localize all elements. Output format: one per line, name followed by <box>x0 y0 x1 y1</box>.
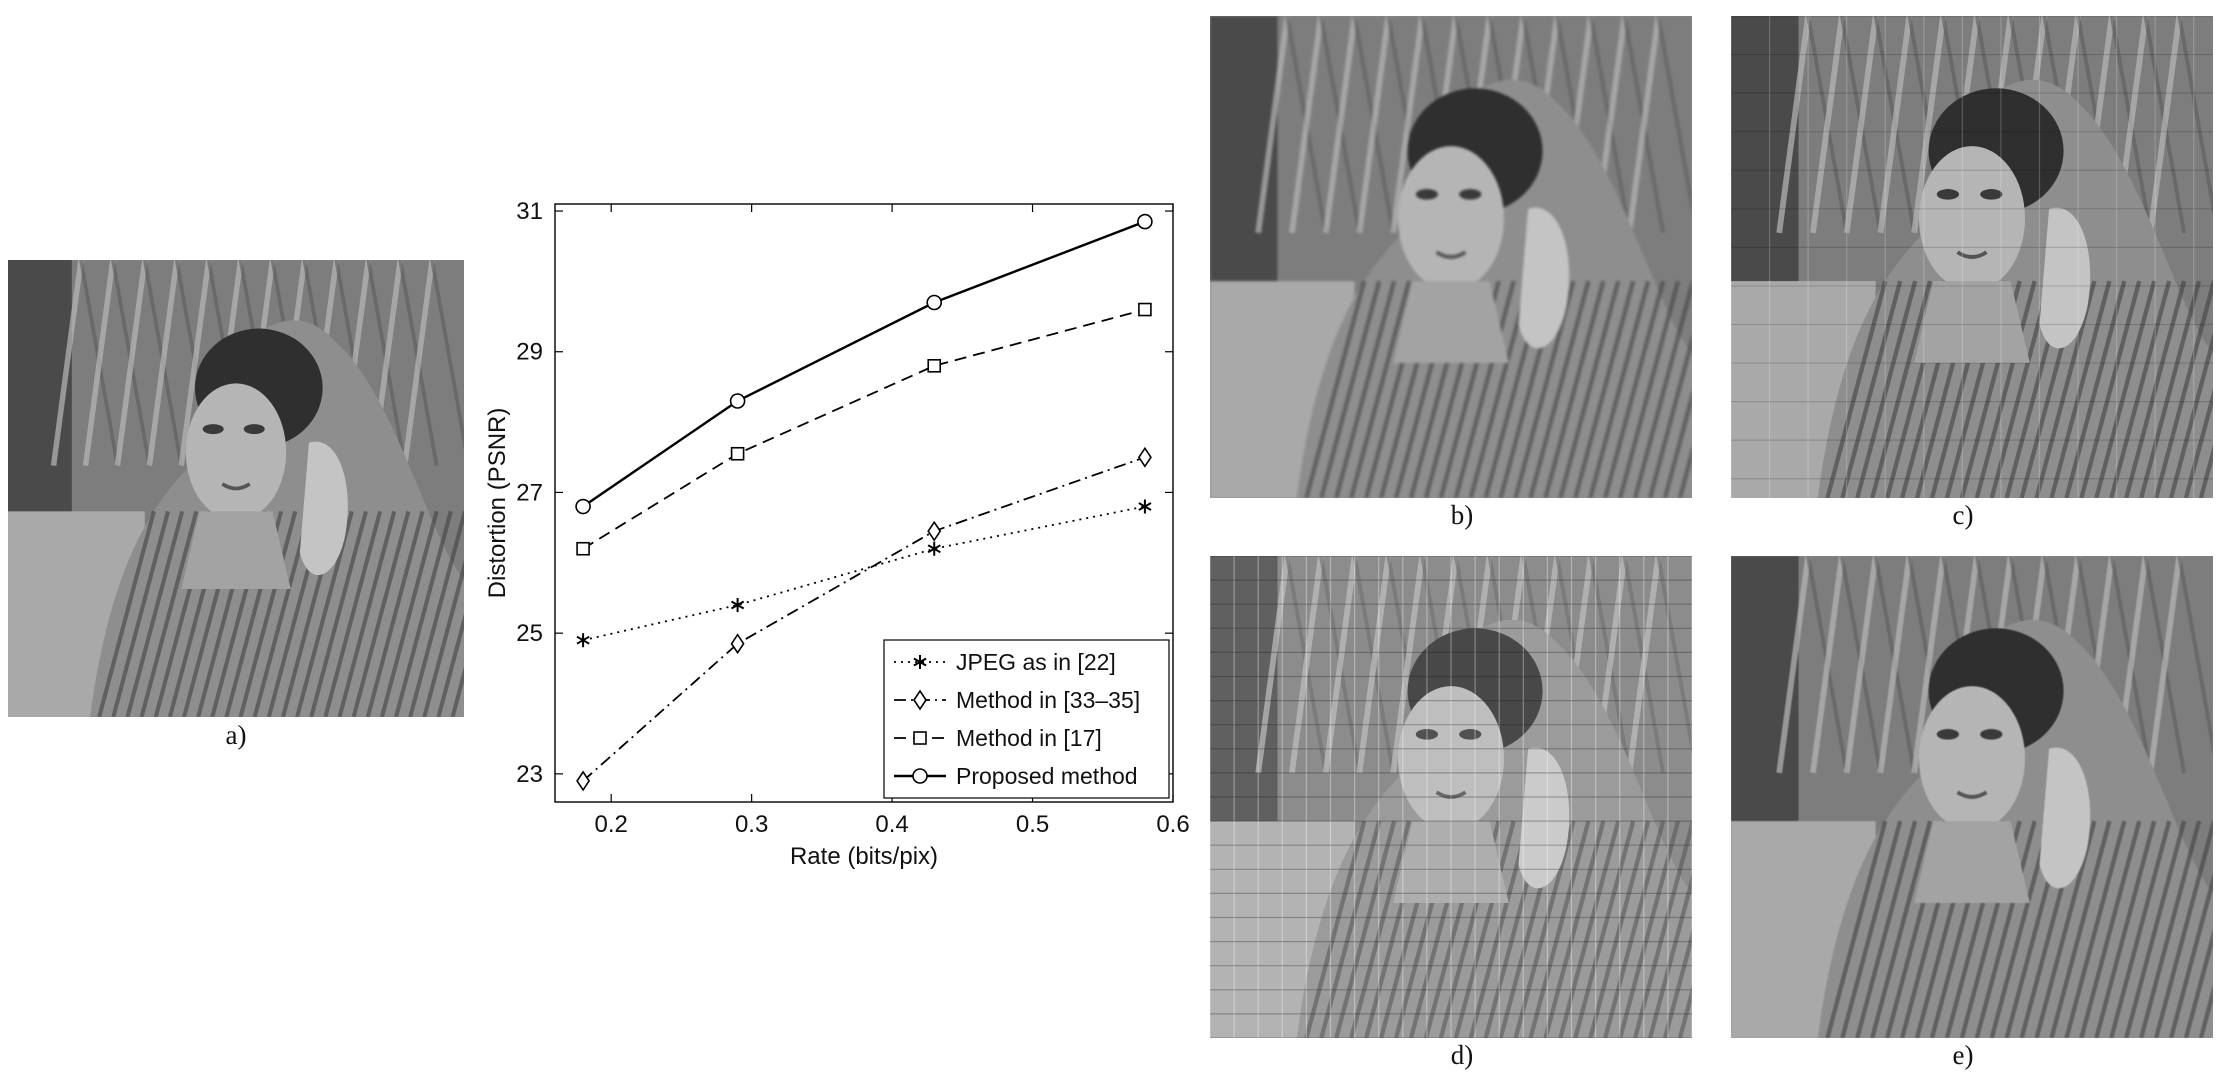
data-point-circle <box>575 498 591 515</box>
reconstruction-photo-c <box>1731 16 2213 498</box>
x-axis-label: Rate (bits/pix) <box>790 843 938 870</box>
legend-marker-diamond <box>913 689 927 711</box>
legend-marker-square <box>913 731 927 745</box>
x-tick-label: 0.4 <box>875 811 908 838</box>
data-point-square <box>730 446 745 461</box>
y-axis-label: Distortion (PSNR) <box>484 408 511 599</box>
photo-image <box>1210 16 1692 498</box>
data-point-circle <box>729 393 746 409</box>
legend-item: Method in [33–35] <box>894 687 1140 713</box>
data-point-square <box>576 541 590 556</box>
series-line <box>582 456 1146 782</box>
y-tick-label: 27 <box>516 479 543 506</box>
legend-frame <box>883 639 1170 799</box>
legend-item: JPEG as in [22] <box>894 649 1116 675</box>
y-tick-label: 25 <box>516 620 543 647</box>
reconstruction-photo-d <box>1210 556 1692 1038</box>
legend-label: Method in [17] <box>956 725 1102 751</box>
x-tick-label: 0.6 <box>1156 811 1189 838</box>
caption-c: c) <box>1952 500 1974 530</box>
legend-marker-circle <box>912 768 928 784</box>
x-tick-label: 0.3 <box>735 811 768 838</box>
caption-d: d) <box>1450 1040 1474 1070</box>
reconstruction-photo-b <box>1210 16 1692 498</box>
series-line <box>582 505 1146 642</box>
chart-svg: 0.2 0.3 0.4 0.5 0.6 23 25 27 29 31 Rate (bits/pix)… <box>484 198 1190 870</box>
rate-distortion-chart: 0.2 0.3 0.4 0.5 0.6 23 25 27 29 31 Rate (bits/pix)… <box>470 180 1200 880</box>
data-point-diamond <box>576 770 591 792</box>
plot-area-frame <box>554 203 1174 803</box>
data-point-circle <box>1137 213 1153 230</box>
legend: JPEG as in [22] Method in [33–35] Method i… <box>883 639 1170 799</box>
photo-image <box>1731 16 2213 498</box>
legend-label: Method in [33–35] <box>956 687 1140 713</box>
legend-label: JPEG as in [22] <box>956 649 1116 675</box>
legend-item: Method in [17] <box>894 725 1102 751</box>
y-tick-label: 23 <box>516 761 543 788</box>
photo-image <box>8 260 464 717</box>
photo-image <box>1210 556 1692 1038</box>
data-point-diamond <box>1137 446 1152 468</box>
data-point-star <box>576 633 590 648</box>
legend-label: Proposed method <box>956 763 1138 789</box>
data-point-star <box>1138 499 1152 514</box>
caption-a: a) <box>225 720 247 750</box>
caption-b: b) <box>1450 500 1474 530</box>
data-point-star <box>927 541 941 556</box>
legend-marker-star <box>913 655 927 669</box>
x-tick-label: 0.5 <box>1016 811 1049 838</box>
data-point-diamond <box>927 520 942 542</box>
x-tick-label: 0.2 <box>594 811 627 838</box>
series-square <box>576 302 1152 556</box>
data-point-square <box>927 359 942 373</box>
data-point-square <box>1138 302 1152 317</box>
series-line <box>582 308 1146 550</box>
series-line <box>582 220 1146 508</box>
data-point-diamond <box>730 633 745 655</box>
series-star <box>576 499 1152 648</box>
series-circle <box>575 213 1153 515</box>
reference-photo <box>8 260 464 717</box>
data-point-star <box>731 598 745 613</box>
legend-item: Proposed method <box>894 763 1138 789</box>
data-point-circle <box>926 294 943 311</box>
y-tick-label: 29 <box>516 339 543 366</box>
caption-e: e) <box>1952 1040 1974 1070</box>
y-tick-label: 31 <box>516 198 543 225</box>
photo-image <box>1731 556 2213 1038</box>
reconstruction-photo-e <box>1731 556 2213 1038</box>
series-diamond <box>576 446 1152 792</box>
